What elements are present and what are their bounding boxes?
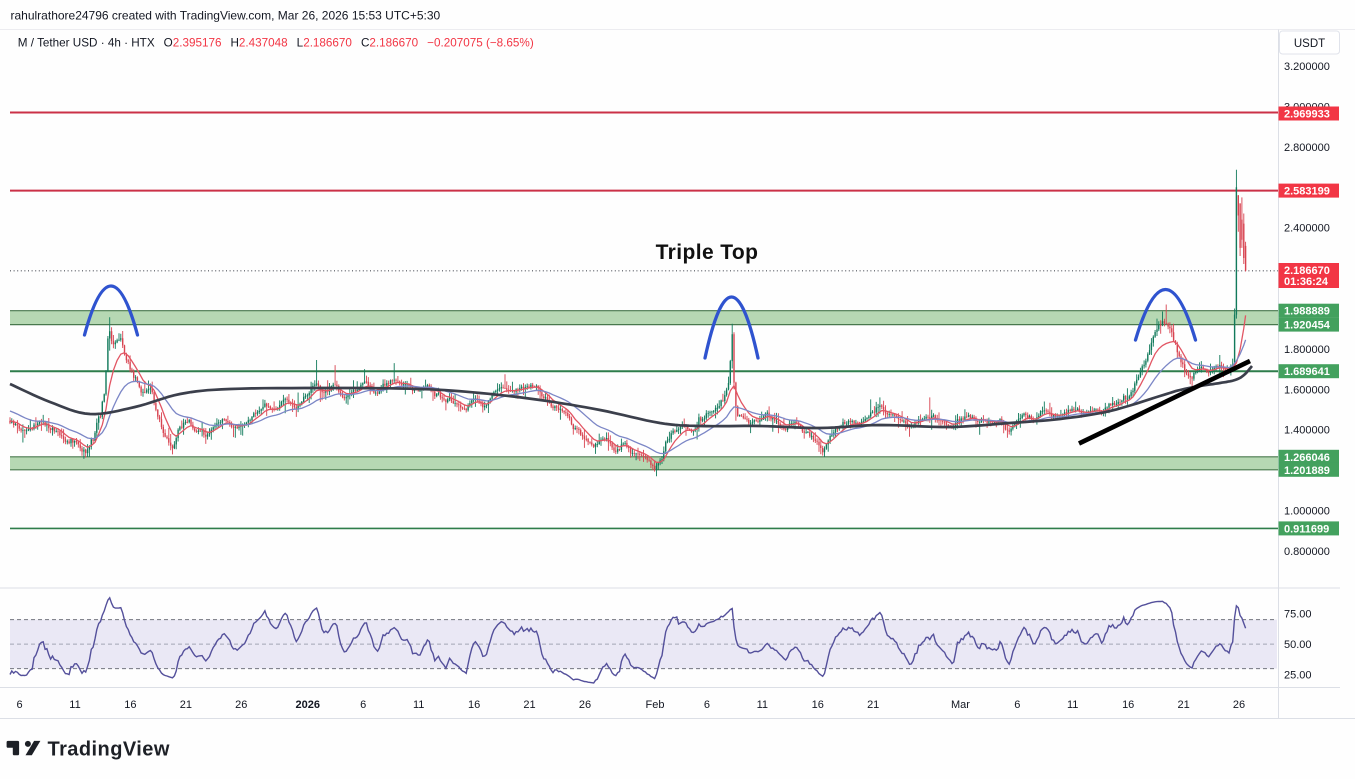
svg-text:26: 26 [235, 699, 247, 711]
svg-text:21: 21 [867, 699, 879, 711]
svg-text:50.00: 50.00 [1284, 639, 1312, 651]
svg-text:75.00: 75.00 [1284, 609, 1312, 621]
svg-text:1.600000: 1.600000 [1284, 384, 1330, 396]
svg-text:21: 21 [180, 699, 192, 711]
svg-text:01:36:24: 01:36:24 [1284, 276, 1329, 288]
svg-text:16: 16 [1122, 699, 1134, 711]
svg-text:11: 11 [69, 699, 80, 711]
svg-text:0.800000: 0.800000 [1284, 546, 1330, 558]
svg-text:1.201889: 1.201889 [1284, 465, 1330, 477]
svg-text:3.200000: 3.200000 [1284, 61, 1330, 73]
svg-text:2.583199: 2.583199 [1284, 186, 1330, 198]
svg-text:21: 21 [523, 699, 535, 711]
svg-text:21: 21 [1177, 699, 1189, 711]
svg-text:16: 16 [468, 699, 480, 711]
svg-text:25.00: 25.00 [1284, 670, 1312, 682]
svg-text:0.911699: 0.911699 [1284, 523, 1329, 535]
svg-text:26: 26 [1233, 699, 1245, 711]
svg-text:2.969933: 2.969933 [1284, 109, 1330, 121]
svg-text:6: 6 [704, 699, 710, 711]
svg-text:2026: 2026 [296, 699, 320, 711]
svg-text:2.186670: 2.186670 [1284, 265, 1330, 277]
svg-text:16: 16 [812, 699, 824, 711]
svg-text:USDT: USDT [1294, 38, 1325, 50]
svg-text:2.400000: 2.400000 [1284, 223, 1330, 235]
svg-text:1.400000: 1.400000 [1284, 425, 1330, 437]
svg-text:1.000000: 1.000000 [1284, 506, 1330, 518]
svg-text:26: 26 [579, 699, 591, 711]
svg-text:11: 11 [757, 699, 768, 711]
svg-text:rahulrathore24796 created with: rahulrathore24796 created with TradingVi… [11, 9, 441, 23]
svg-text:11: 11 [413, 699, 424, 711]
svg-text:1.920454: 1.920454 [1284, 320, 1331, 332]
svg-text:11: 11 [1067, 699, 1078, 711]
svg-text:1.800000: 1.800000 [1284, 344, 1330, 356]
svg-text:Feb: Feb [646, 699, 665, 711]
svg-text:6: 6 [1014, 699, 1020, 711]
svg-text:1.266046: 1.266046 [1284, 452, 1330, 464]
svg-text:6: 6 [17, 699, 23, 711]
svg-text:6: 6 [360, 699, 366, 711]
svg-text:Mar: Mar [951, 699, 970, 711]
svg-text:1.689641: 1.689641 [1284, 366, 1330, 378]
svg-text:1.988889: 1.988889 [1284, 306, 1330, 318]
svg-text:16: 16 [124, 699, 136, 711]
svg-text:TradingView: TradingView [48, 739, 170, 761]
svg-text:Triple Top: Triple Top [656, 241, 759, 264]
svg-text:2.800000: 2.800000 [1284, 142, 1330, 154]
